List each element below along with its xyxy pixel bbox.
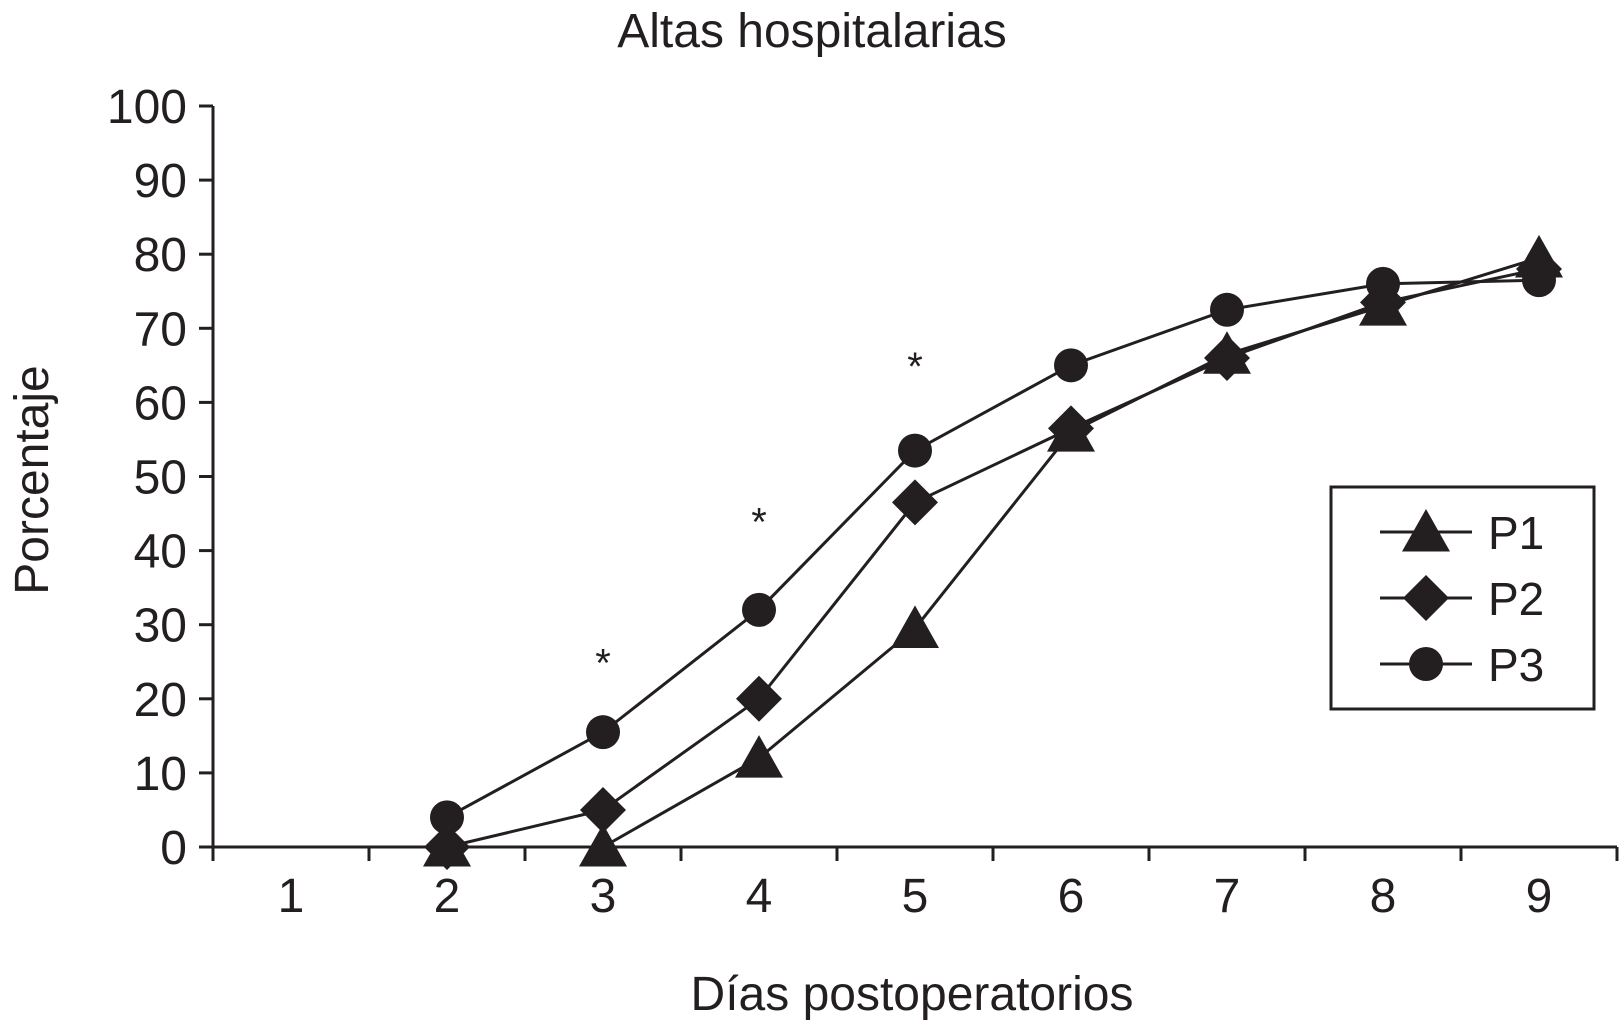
legend-item-p3: P3 [1380, 639, 1544, 691]
legend-label: P2 [1488, 573, 1544, 625]
data-point [579, 824, 627, 867]
data-point [898, 433, 932, 468]
x-tick-label: 3 [590, 870, 617, 923]
x-tick-label: 6 [1058, 870, 1085, 923]
data-point [586, 715, 620, 750]
data-point [736, 675, 782, 722]
series-p2 [424, 246, 1562, 870]
data-point [1054, 348, 1088, 383]
data-point [1366, 266, 1400, 301]
significance-annotations: * * * [595, 345, 923, 685]
data-series [423, 234, 1563, 870]
data-point [735, 735, 783, 778]
y-tick-label: 20 [134, 674, 187, 727]
series-p3 [430, 263, 1556, 835]
data-point [892, 479, 938, 526]
y-tick-label: 0 [160, 822, 187, 875]
legend-marker [1403, 575, 1449, 621]
legend-label: P3 [1488, 639, 1544, 691]
chart-title: Altas hospitalarias [617, 5, 1007, 58]
data-point [1204, 334, 1250, 381]
y-tick-label: 30 [134, 600, 187, 653]
axes: 0 10 20 30 40 50 60 70 80 90 100 1 2 3 4 5 6 7 8 9 [107, 81, 1619, 923]
y-tick-label: 50 [134, 452, 187, 505]
series-line [446, 267, 1540, 849]
legend-label: P1 [1488, 507, 1544, 559]
y-tick-label: 90 [134, 155, 187, 208]
data-point [424, 824, 470, 870]
data-point [430, 800, 464, 835]
y-tick-label: 70 [134, 303, 187, 356]
y-tick-label: 80 [134, 229, 187, 282]
x-tick-label: 1 [278, 870, 305, 923]
data-point [742, 592, 776, 627]
x-tick-label: 4 [746, 870, 773, 923]
x-tick-label: 2 [434, 870, 461, 923]
data-point [1210, 292, 1244, 327]
x-tick-label: 7 [1214, 870, 1241, 923]
series-line [446, 278, 1540, 819]
x-axis-label: Días postoperatorios [691, 968, 1134, 1021]
data-point [1522, 263, 1556, 298]
y-axis-label: Porcentaje [6, 365, 59, 594]
legend-item-p1: P1 [1380, 507, 1544, 559]
series-line [447, 256, 1540, 849]
y-tick-label: 10 [134, 748, 187, 801]
legend-marker [1402, 509, 1450, 552]
significance-asterisk: * [751, 501, 767, 545]
significance-asterisk: * [595, 641, 611, 685]
legend: P1 P2 P3 [1329, 485, 1596, 711]
x-tick-label: 9 [1526, 870, 1553, 923]
data-point [580, 786, 626, 833]
data-point [891, 605, 939, 648]
x-tick-label: 5 [902, 870, 929, 923]
data-point [1048, 405, 1094, 452]
legend-marker [1409, 647, 1443, 681]
y-tick-label: 40 [134, 526, 187, 579]
y-tick-label: 60 [134, 377, 187, 430]
x-tick-label: 8 [1370, 870, 1397, 923]
significance-asterisk: * [907, 345, 923, 389]
y-tick-label: 100 [107, 81, 187, 134]
legend-item-p2: P2 [1380, 573, 1544, 625]
